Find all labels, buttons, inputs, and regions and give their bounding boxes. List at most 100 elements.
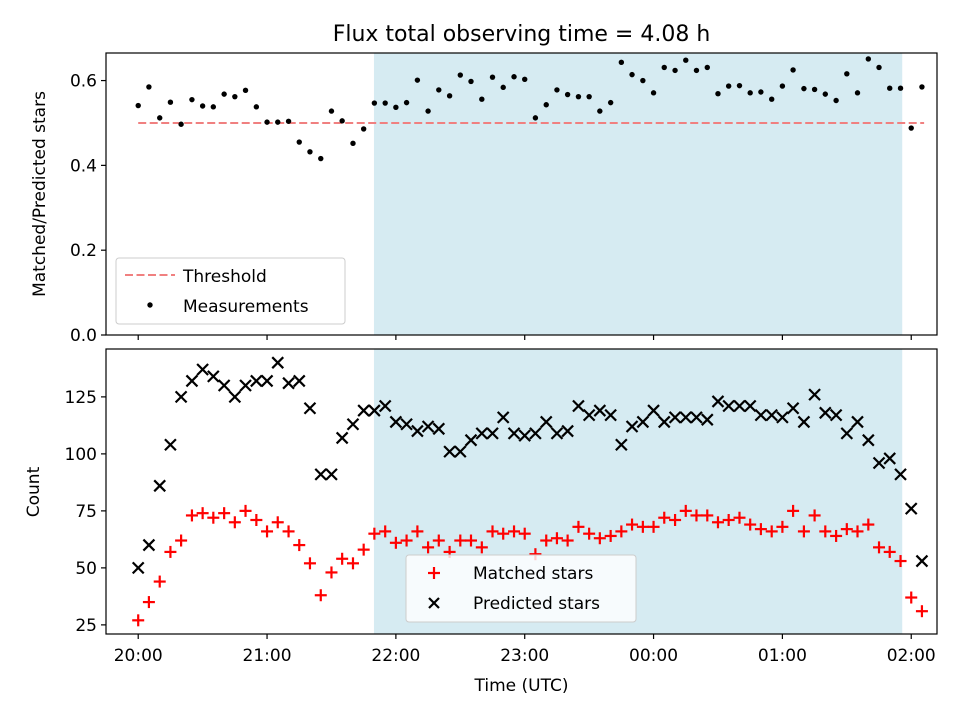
bottom-y-tick-label: 50 bbox=[75, 559, 97, 579]
predicted-star-point bbox=[217, 379, 231, 392]
measurement-point bbox=[725, 83, 732, 89]
measurement-point bbox=[457, 72, 463, 78]
matched-star-point bbox=[679, 504, 692, 517]
measurement-point bbox=[919, 84, 925, 90]
measurement-point bbox=[328, 108, 335, 114]
measurement-point bbox=[511, 74, 517, 80]
top-y-tick-label: 0.4 bbox=[70, 156, 97, 176]
predicted-star-point bbox=[657, 415, 671, 429]
bottom-x-tick-label: 02:00 bbox=[887, 646, 936, 666]
matched-star-point bbox=[411, 525, 424, 538]
matched-star-point bbox=[797, 525, 810, 538]
measurement-point bbox=[629, 71, 635, 78]
predicted-star-point bbox=[701, 413, 714, 426]
predicted-star-point bbox=[582, 408, 596, 422]
measurement-point bbox=[307, 149, 313, 155]
bottom-legend-box bbox=[405, 554, 637, 623]
matched-star-point bbox=[572, 520, 585, 533]
bottom-y-tick-label: 75 bbox=[75, 502, 97, 522]
matched-star-point bbox=[261, 525, 274, 538]
chart-title: Flux total observing time = 4.08 h bbox=[333, 22, 711, 47]
legend-predicted-swatch bbox=[428, 597, 440, 609]
measurement-point bbox=[575, 93, 582, 100]
bottom-plot-frame bbox=[105, 348, 938, 635]
predicted-star-point bbox=[335, 431, 349, 445]
matched-star-point bbox=[583, 527, 596, 540]
predicted-star-point bbox=[679, 411, 693, 424]
matched-star-point bbox=[379, 525, 392, 538]
bottom-x-tick-label: 00:00 bbox=[629, 646, 678, 666]
matched-star-point bbox=[518, 527, 531, 540]
measurement-point bbox=[189, 96, 195, 103]
measurement-point bbox=[522, 76, 528, 82]
bottom-legend: Matched stars Predicted stars bbox=[405, 554, 637, 623]
matched-star-point bbox=[196, 507, 209, 520]
predicted-star-point bbox=[443, 445, 456, 458]
matched-star-point bbox=[765, 525, 778, 538]
matched-star-point bbox=[357, 543, 370, 556]
measurement-point bbox=[876, 64, 882, 71]
measurement-point bbox=[597, 108, 603, 114]
matched-star-point bbox=[336, 552, 349, 565]
matched-star-point bbox=[464, 534, 477, 547]
measurement-point bbox=[371, 100, 378, 106]
matched-star-point bbox=[486, 525, 499, 538]
bottom-x-tick-label: 23:00 bbox=[500, 646, 549, 666]
matched-star-point bbox=[250, 514, 263, 526]
matched-star-point bbox=[776, 520, 789, 533]
legend-threshold-label: Threshold bbox=[182, 267, 267, 287]
measurement-point bbox=[436, 87, 442, 93]
bottom-y-tick-label: 25 bbox=[75, 616, 97, 636]
measurement-point bbox=[253, 104, 260, 110]
measurement-point bbox=[844, 71, 850, 77]
measurement-point bbox=[865, 56, 872, 62]
measurement-point bbox=[790, 67, 796, 73]
matched-star-point bbox=[400, 534, 413, 547]
bottom-x-tick-label: 20:00 bbox=[114, 646, 163, 666]
predicted-star-point bbox=[647, 404, 660, 417]
bottom-y-tick-label: 125 bbox=[65, 388, 97, 408]
predicted-star-point bbox=[507, 427, 521, 440]
measurement-point bbox=[479, 96, 485, 102]
predicted-star-point bbox=[840, 427, 854, 440]
predicted-star-point bbox=[174, 390, 188, 404]
predicted-star-point bbox=[604, 408, 617, 422]
predicted-star-point bbox=[518, 429, 531, 442]
measurement-point bbox=[167, 99, 174, 105]
measurement-point bbox=[586, 93, 592, 100]
predicted-star-point bbox=[776, 411, 789, 424]
measurement-point bbox=[543, 102, 549, 108]
top-y-tick-label: 0.6 bbox=[70, 72, 97, 92]
matched-star-point bbox=[744, 518, 757, 531]
matched-star-point bbox=[647, 520, 660, 533]
matched-star-point bbox=[915, 605, 928, 618]
predicted-star-point bbox=[303, 402, 317, 415]
bottom-x-axis-ticks: 20:00 21:00 22:00 23:00 00:00 01:00 02:00 bbox=[114, 634, 936, 666]
matched-star-point bbox=[153, 575, 166, 588]
measurements-series bbox=[135, 56, 925, 162]
matched-star-point bbox=[808, 509, 821, 522]
measurement-point bbox=[607, 99, 614, 106]
matched-star-point bbox=[851, 525, 864, 538]
predicted-star-point bbox=[131, 561, 145, 575]
legend-measurements-swatch bbox=[147, 302, 153, 308]
predicted-star-point bbox=[260, 374, 274, 388]
measurement-point bbox=[414, 77, 421, 83]
measurement-point bbox=[242, 87, 249, 94]
measurement-point bbox=[747, 90, 753, 96]
measurement-point bbox=[564, 91, 571, 98]
measurement-point bbox=[758, 89, 764, 95]
predicted-star-point bbox=[797, 415, 811, 429]
measurement-point bbox=[661, 64, 667, 71]
predicted-star-point bbox=[271, 356, 285, 369]
predicted-star-point bbox=[894, 468, 907, 481]
matched-star-point bbox=[368, 527, 381, 540]
measurement-point bbox=[854, 90, 861, 96]
measurement-point bbox=[135, 102, 141, 109]
measurement-point bbox=[296, 139, 302, 145]
matched-star-point bbox=[497, 527, 510, 540]
measurement-point bbox=[693, 67, 700, 74]
matched-star-point bbox=[840, 523, 853, 536]
predicted-star-point bbox=[378, 399, 392, 413]
